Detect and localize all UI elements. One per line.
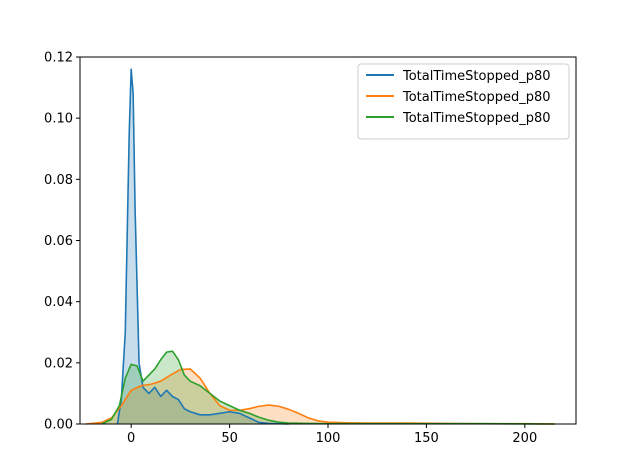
series-1-fill <box>117 69 289 424</box>
x-tick-label: 50 <box>221 431 238 446</box>
legend-box <box>357 63 570 140</box>
y-tick-label: 0.12 <box>44 51 73 66</box>
y-tick-label: 0.04 <box>44 295 73 310</box>
density-lines <box>85 68 555 425</box>
y-tick-label: 0.10 <box>44 112 73 127</box>
x-tick-label: 150 <box>414 431 439 446</box>
y-tick-label: 0.00 <box>44 418 73 433</box>
x-tick-label: 200 <box>512 431 537 446</box>
y-tick-label: 0.08 <box>44 173 73 188</box>
series-3-fill <box>101 351 555 424</box>
series-1-line <box>116 68 289 425</box>
series-3-line <box>101 350 555 425</box>
legend-label: TotalTimeStopped_p80 <box>402 111 551 126</box>
y-tick-label: 0.02 <box>44 356 73 371</box>
x-tick-label: 0 <box>127 431 135 446</box>
legend: TotalTimeStopped_p80 TotalTimeStopped_p80… <box>357 63 570 140</box>
legend-label: TotalTimeStopped_p80 <box>402 69 551 84</box>
y-axis-ticks: 0.00 0.02 0.04 0.06 0.08 0.10 0.12 <box>44 51 80 433</box>
series-2-fill <box>85 368 555 424</box>
x-axis-ticks: 0 50 100 150 200 <box>127 424 537 446</box>
y-tick-label: 0.06 <box>44 234 73 249</box>
legend-label: TotalTimeStopped_p80 <box>402 90 551 105</box>
x-tick-label: 100 <box>316 431 341 446</box>
